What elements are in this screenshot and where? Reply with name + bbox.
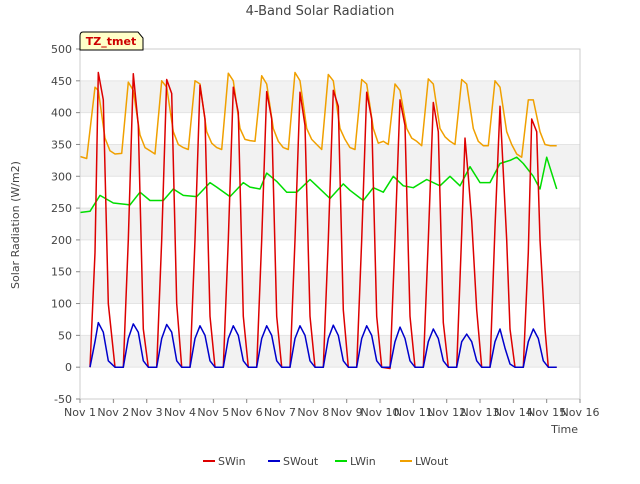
x-tick-label: Nov 1 xyxy=(64,406,96,419)
y-axis-label: Solar Radiation (W/m2) xyxy=(9,161,22,289)
plot-frame xyxy=(79,48,581,400)
y-tick-label: 500 xyxy=(51,43,72,56)
legend-label: SWin xyxy=(218,455,246,468)
plot-series xyxy=(79,71,558,370)
annotation-box: TZ_tmet xyxy=(79,31,144,51)
x-tick-label: Nov 4 xyxy=(164,406,196,419)
grid-band xyxy=(80,80,580,113)
grid-band xyxy=(80,208,580,240)
legend: SWin SWout LWin LWout xyxy=(203,455,449,468)
y-tick-label: 0 xyxy=(65,361,72,374)
x-tick-label: Nov 6 xyxy=(231,406,263,419)
y-tick-label: 250 xyxy=(51,202,72,215)
series-line-lwout xyxy=(79,71,557,160)
y-tick-label: -50 xyxy=(54,393,72,406)
y-axis: -50 0 50 100 150 200 250 300 350 400 450 500 xyxy=(51,43,80,406)
grid-band xyxy=(80,335,580,368)
y-tick-label: 300 xyxy=(51,170,72,183)
series-line-swout xyxy=(89,321,557,368)
x-tick-label: Nov 12 xyxy=(427,406,466,419)
legend-label: LWout xyxy=(415,455,449,468)
x-tick-label: Nov 16 xyxy=(561,406,600,419)
x-tick-label: Nov 11 xyxy=(394,406,433,419)
x-tick-label: Nov 2 xyxy=(97,406,129,419)
legend-label: SWout xyxy=(283,455,319,468)
x-tick-label: Nov 8 xyxy=(297,406,329,419)
x-tick-label: Nov 3 xyxy=(131,406,163,419)
grid-band xyxy=(80,271,580,304)
y-tick-label: 150 xyxy=(51,266,72,279)
x-tick-label: Nov 9 xyxy=(331,406,363,419)
x-axis: Nov 1 Nov 2 Nov 3 Nov 4 Nov 5 Nov 6 Nov 7 Nov 8… xyxy=(64,399,599,419)
series-line-swin xyxy=(89,71,557,370)
y-tick-label: 100 xyxy=(51,298,72,311)
legend-label: LWin xyxy=(350,455,376,468)
y-tick-label: 350 xyxy=(51,138,72,151)
y-tick-label: 450 xyxy=(51,75,72,88)
x-tick-label: Nov 15 xyxy=(527,406,566,419)
chart-title: 4-Band Solar Radiation xyxy=(246,4,395,19)
y-tick-label: 200 xyxy=(51,234,72,247)
y-tick-label: 400 xyxy=(51,107,72,120)
x-tick-label: Nov 7 xyxy=(264,406,296,419)
x-tick-label: Nov 13 xyxy=(461,406,500,419)
x-tick-label: Nov 10 xyxy=(361,406,400,419)
y-tick-label: 50 xyxy=(58,329,72,342)
x-axis-label: Time xyxy=(550,423,578,436)
x-tick-label: Nov 5 xyxy=(197,406,229,419)
x-tick-label: Nov 14 xyxy=(494,406,533,419)
annotation-label: TZ_tmet xyxy=(86,35,136,48)
